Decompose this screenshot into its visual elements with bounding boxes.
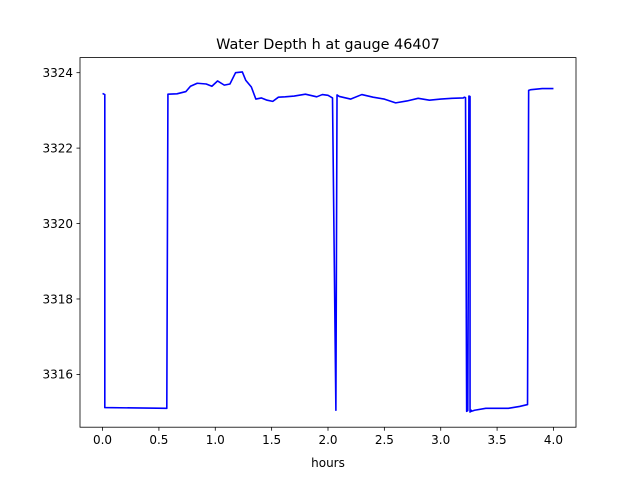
chart-title: Water Depth h at gauge 46407 [216,37,440,53]
x-tick-label: 3.5 [488,433,507,447]
series-line-0 [102,71,554,413]
x-tick-label: 4.0 [544,433,563,447]
x-tick-label: 0.5 [149,433,168,447]
x-tick-label: 0.0 [93,433,112,447]
y-tick-label: 3318 [42,292,73,306]
x-axis-label: hours [311,456,345,470]
x-tick-label: 3.0 [431,433,450,447]
x-tick-label: 1.5 [262,433,281,447]
x-tick-label: 2.0 [318,433,337,447]
y-axis: 3316 3318 3320 3322 3324 [42,66,80,382]
y-tick-label: 3324 [42,66,73,80]
x-tick-label: 1.0 [206,433,225,447]
x-axis: 0.0 0.5 1.0 1.5 2.0 2.5 3.0 3.5 4.0 [93,427,563,447]
y-tick-label: 3322 [42,141,73,155]
series-layer [102,71,554,413]
y-tick-label: 3320 [42,217,73,231]
x-tick-label: 2.5 [375,433,394,447]
plot-frame [79,57,577,428]
y-tick-label: 3316 [42,368,73,382]
